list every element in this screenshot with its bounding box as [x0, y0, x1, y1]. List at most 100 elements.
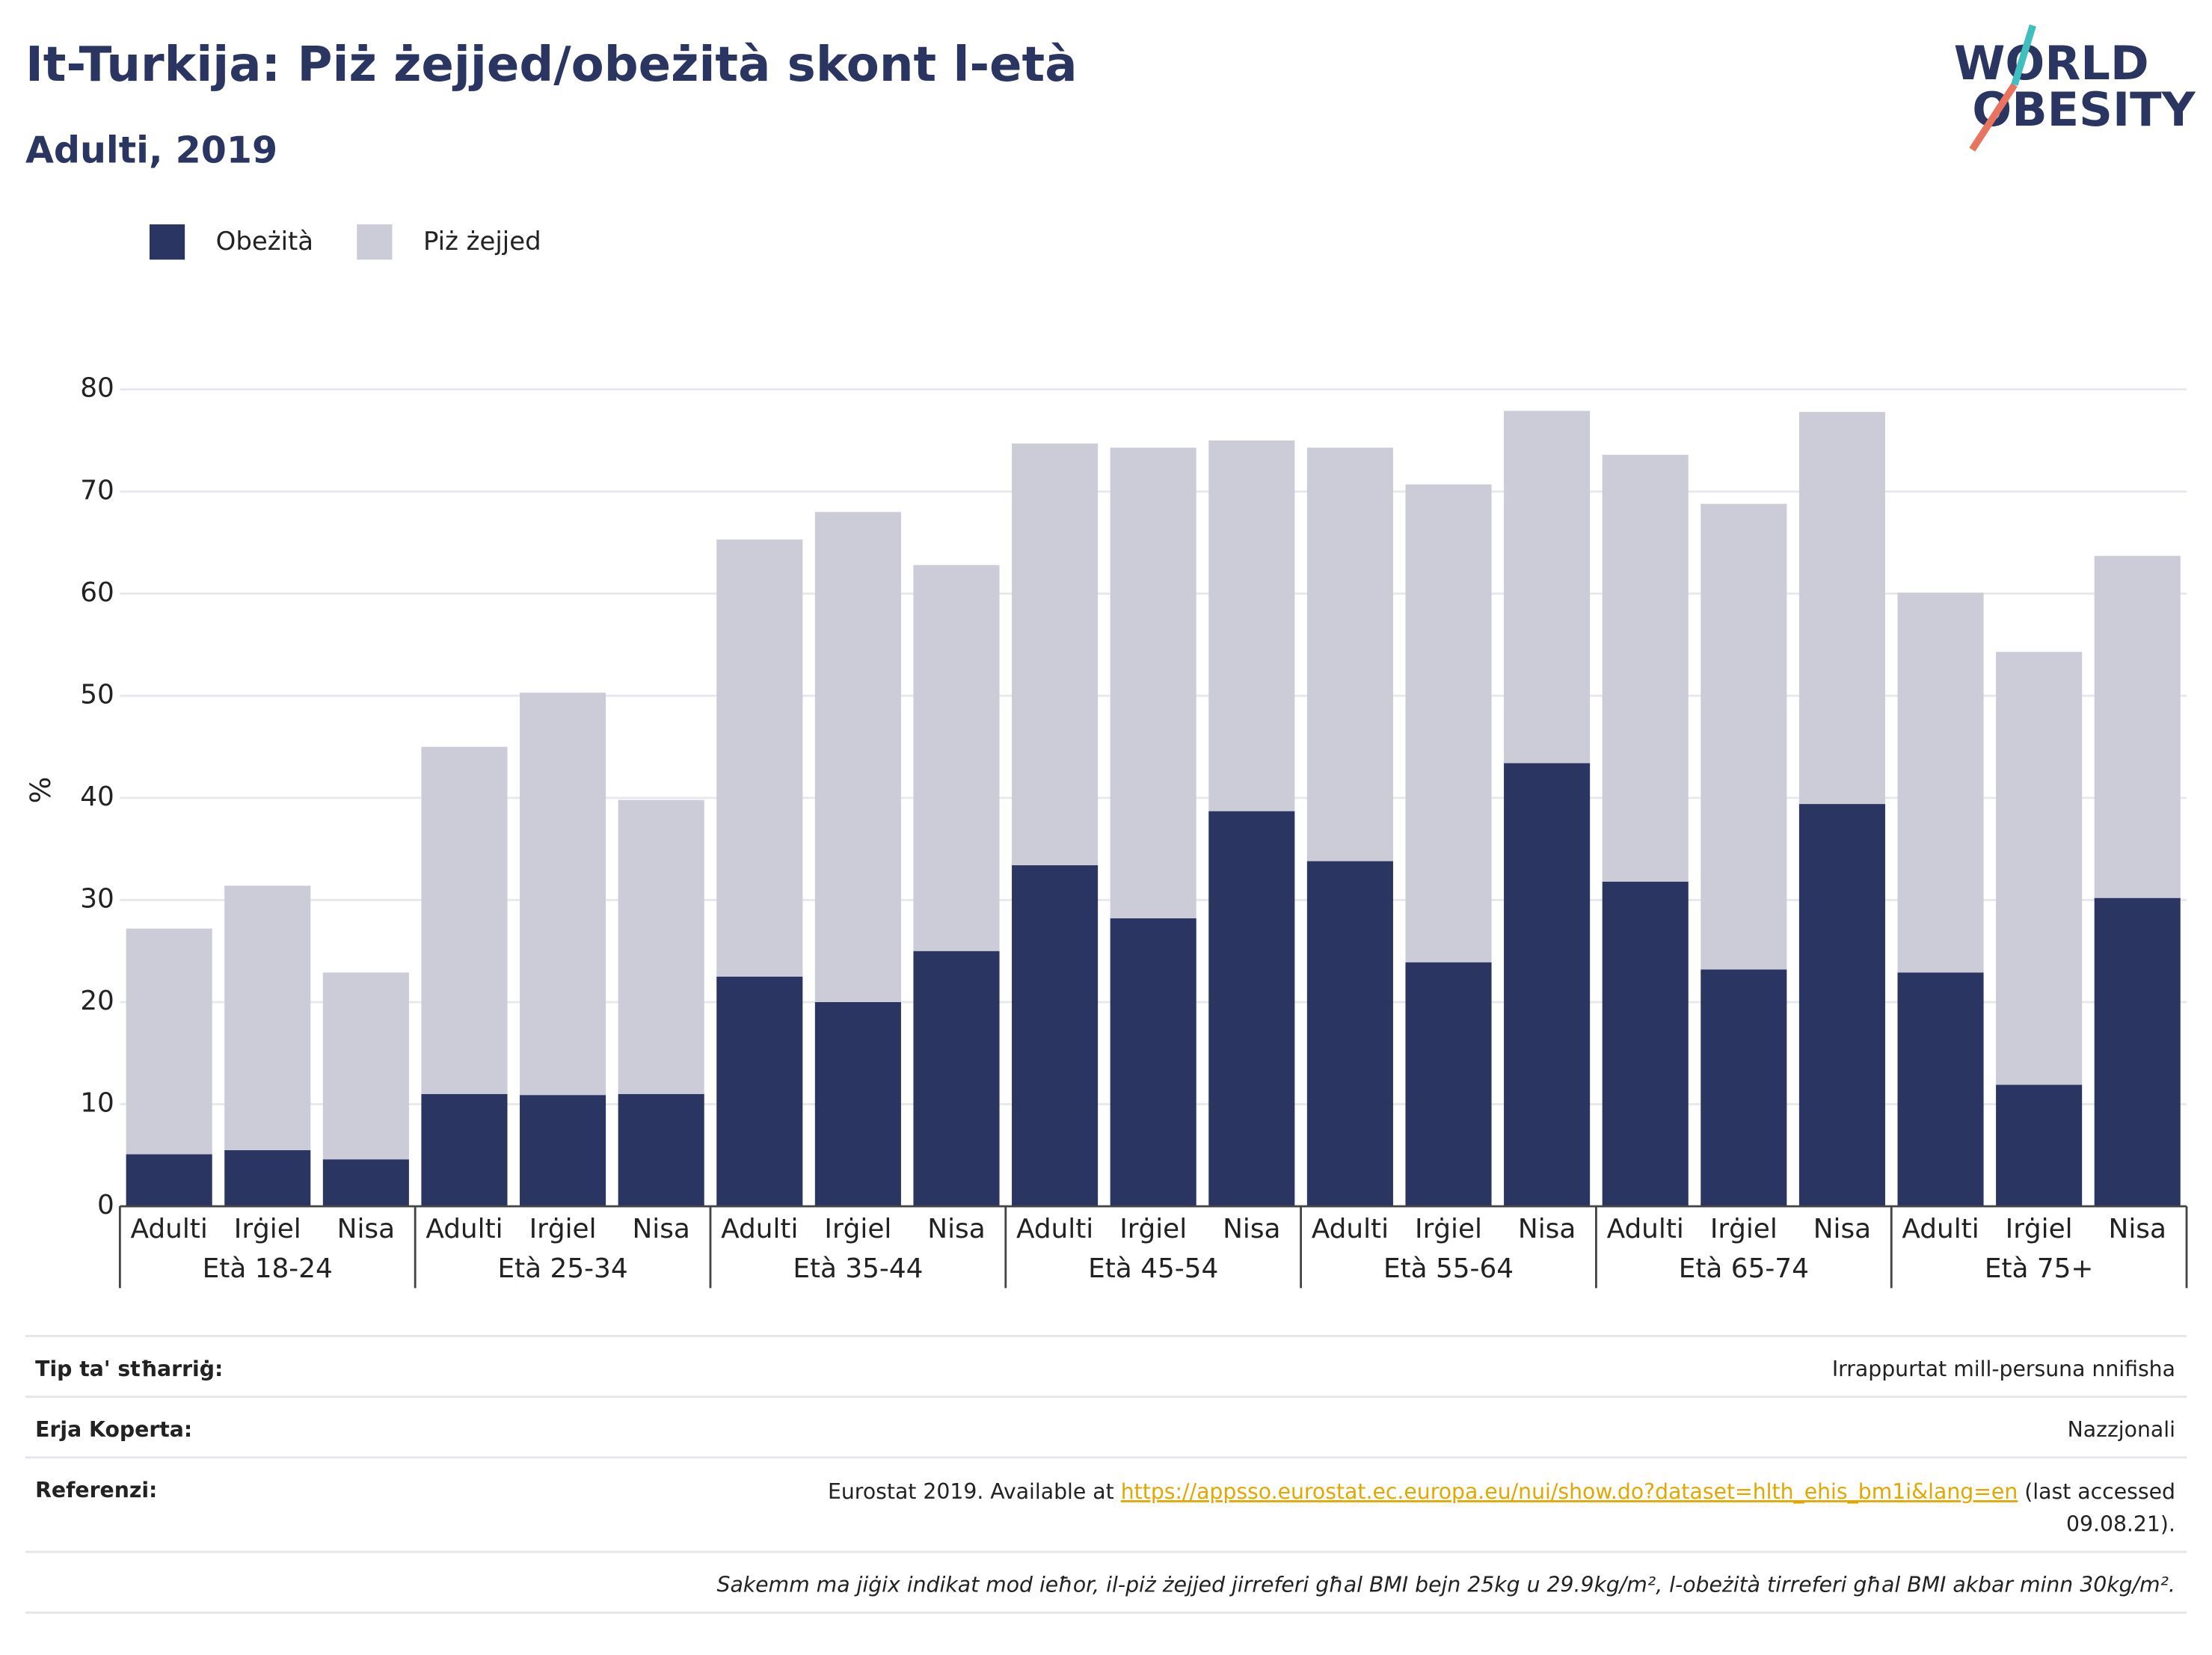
- x-tick-label: Irġiel: [234, 1214, 301, 1244]
- y-tick-label: 0: [97, 1190, 114, 1220]
- reference-link[interactable]: https://appsso.eurostat.ec.europa.eu/nui…: [1121, 1479, 2018, 1504]
- legend-label: Piż żejjed: [423, 227, 541, 257]
- logo: WORLD OBESITY: [1954, 24, 2196, 152]
- group-label: Età 18-24: [203, 1253, 333, 1284]
- group-label: Età 55-64: [1383, 1253, 1514, 1284]
- chart-title: It-Turkija: Piż żejjed/obeżità skont l-e…: [25, 37, 1078, 93]
- x-tick-label: Adulti: [1312, 1214, 1389, 1244]
- bar: [520, 693, 606, 1096]
- bar: [2094, 897, 2181, 1207]
- bar: [1208, 811, 1295, 1207]
- bar: [224, 885, 311, 1150]
- bar: [421, 746, 508, 1094]
- group-label: Età 65-74: [1679, 1253, 1809, 1284]
- logo-slash: [2011, 24, 2036, 86]
- footer-note: Sakemm ma jiġix indikat mod ieħor, il-pi…: [717, 1572, 2175, 1597]
- x-tick-label: Nisa: [1223, 1214, 1280, 1244]
- y-tick-label: 60: [80, 577, 114, 608]
- x-tick-label: Adulti: [131, 1214, 208, 1244]
- bar: [1110, 918, 1196, 1207]
- bar: [1798, 411, 1885, 805]
- bar: [1306, 861, 1393, 1207]
- x-tick-label: Nisa: [337, 1214, 395, 1244]
- logo-text: OBESITY: [1972, 82, 2196, 137]
- bar: [1306, 447, 1393, 862]
- legend-label: Obeżità: [216, 227, 313, 257]
- footer-value: Irrappurtat mill-persuna nnifisha: [1832, 1357, 2175, 1381]
- footer-value: Nazzjonali: [2068, 1417, 2175, 1442]
- x-tick-label: Adulti: [1607, 1214, 1684, 1244]
- bar: [224, 1149, 311, 1207]
- x-tick-label: Nisa: [632, 1214, 689, 1244]
- x-tick-label: Nisa: [1813, 1214, 1871, 1244]
- bar: [1602, 881, 1689, 1207]
- bar: [716, 976, 803, 1207]
- bar: [618, 799, 704, 1094]
- x-tick-label: Nisa: [1518, 1214, 1576, 1244]
- legend-swatch: [357, 224, 393, 260]
- x-tick-label: Adulti: [721, 1214, 798, 1244]
- bar: [618, 1093, 704, 1207]
- bar: [1504, 411, 1591, 764]
- footer-label: Tip ta' stħarriġ:: [35, 1357, 223, 1381]
- bar: [814, 1001, 901, 1207]
- bar: [126, 1154, 212, 1207]
- bar: [2094, 556, 2181, 898]
- y-axis-label: %: [24, 777, 57, 804]
- x-tick-label: Adulti: [1016, 1214, 1093, 1244]
- bar: [1405, 484, 1492, 962]
- y-tick-label: 40: [80, 782, 114, 812]
- group-label: Età 75+: [1985, 1253, 2094, 1284]
- x-tick-label: Irġiel: [1415, 1214, 1482, 1244]
- reference-text: (last accessed: [2018, 1479, 2175, 1504]
- bar: [1504, 763, 1591, 1207]
- x-tick-label: Irġiel: [1119, 1214, 1187, 1244]
- x-tick-label: Irġiel: [1710, 1214, 1778, 1244]
- x-tick-label: Nisa: [2109, 1214, 2166, 1244]
- bar: [322, 972, 409, 1160]
- bar: [1602, 455, 1689, 882]
- group-label: Età 35-44: [793, 1253, 923, 1284]
- x-tick-label: Irġiel: [2006, 1214, 2073, 1244]
- bar: [913, 565, 1000, 951]
- footer-label: Erja Koperta:: [35, 1417, 192, 1442]
- bar: [1996, 651, 2083, 1085]
- logo-slash: [1969, 82, 2018, 152]
- logo-text: WORLD: [1954, 36, 2149, 90]
- group-label: Età 25-34: [498, 1253, 628, 1284]
- bar: [1208, 440, 1295, 811]
- footer-label: Referenzi:: [35, 1478, 157, 1502]
- bar: [913, 951, 1000, 1207]
- bar: [1897, 972, 1984, 1207]
- x-tick-label: Adulti: [425, 1214, 503, 1244]
- reference-text: Eurostat 2019. Available at: [828, 1479, 1121, 1504]
- x-tick-label: Adulti: [1902, 1214, 1979, 1244]
- x-tick-label: Nisa: [927, 1214, 985, 1244]
- reference: Eurostat 2019. Available at https://apps…: [828, 1479, 2175, 1504]
- bar: [520, 1095, 606, 1207]
- bar: [421, 1093, 508, 1207]
- reference-text: 09.08.21).: [2066, 1511, 2175, 1536]
- x-tick-label: Irġiel: [824, 1214, 891, 1244]
- bar: [1897, 592, 1984, 973]
- bar: [814, 512, 901, 1002]
- x-tick-label: Irġiel: [529, 1214, 597, 1244]
- bar: [1405, 962, 1492, 1207]
- chart-subtitle: Adulti, 2019: [25, 128, 277, 171]
- bar: [1012, 865, 1099, 1207]
- y-tick-label: 10: [80, 1087, 114, 1118]
- y-tick-label: 80: [80, 373, 114, 404]
- bar: [1701, 969, 1787, 1207]
- y-tick-label: 50: [80, 679, 114, 710]
- y-tick-label: 20: [80, 986, 114, 1016]
- group-label: Età 45-54: [1088, 1253, 1218, 1284]
- bar: [1996, 1084, 2083, 1207]
- bar: [1798, 804, 1885, 1207]
- y-tick-label: 30: [80, 883, 114, 914]
- bar: [1012, 443, 1099, 865]
- bar: [1110, 447, 1196, 918]
- bar: [322, 1159, 409, 1207]
- bar: [716, 539, 803, 977]
- legend-swatch: [149, 224, 185, 260]
